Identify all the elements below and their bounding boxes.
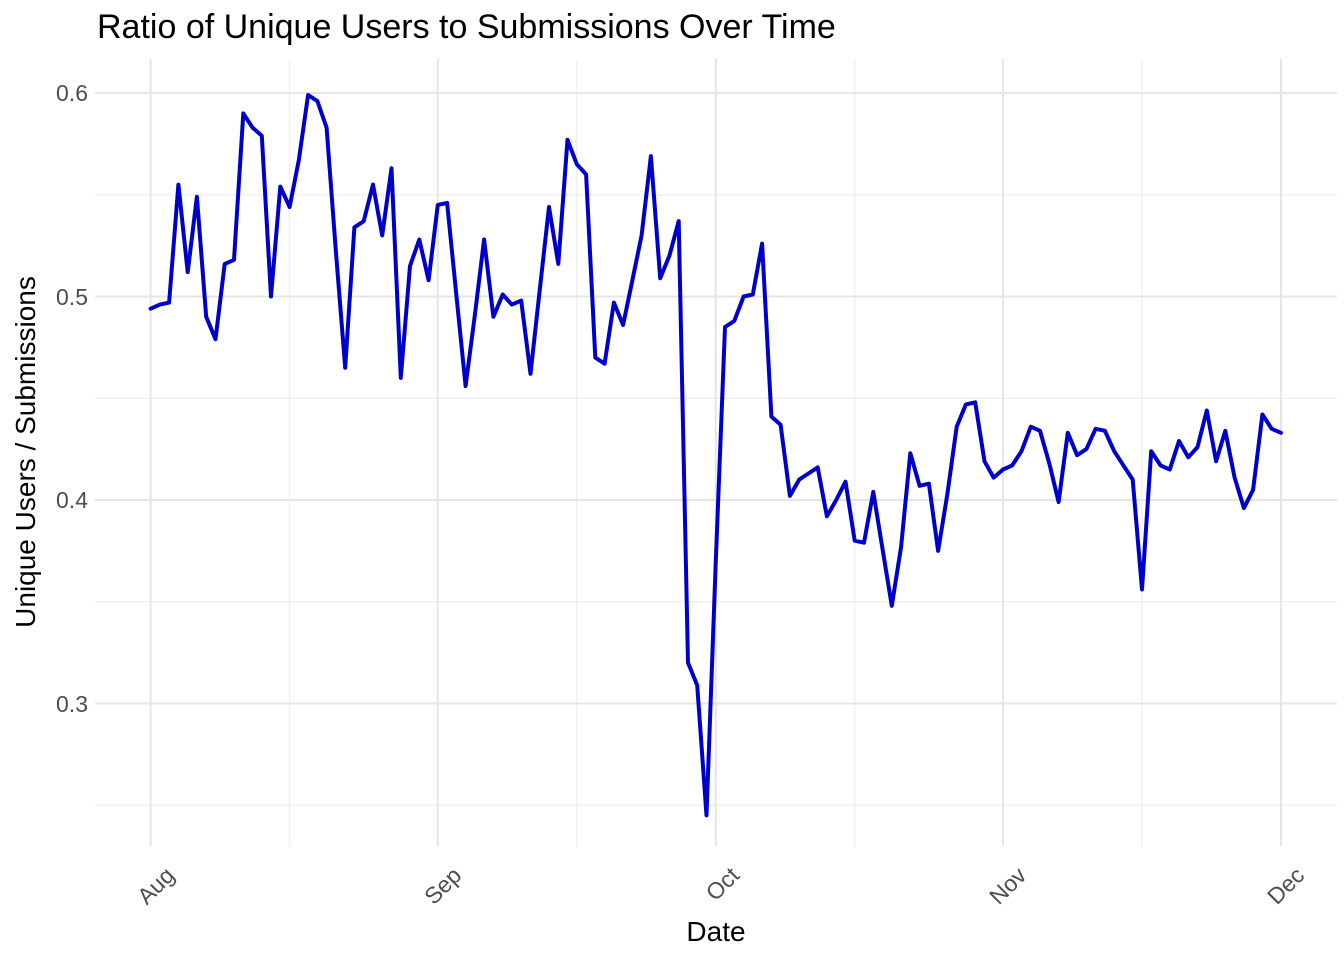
y-tick-label: 0.6 [56,80,88,106]
y-tick-label: 0.3 [56,690,88,717]
ratio-line-series [148,93,1283,818]
gridlines-major [95,59,1337,846]
y-axis-title: Unique Users / Submissions [10,276,41,628]
x-axis-title: Date [686,916,746,947]
y-tick-label: 0.4 [56,487,88,513]
chart-title: Ratio of Unique Users to Submissions Ove… [97,8,836,46]
ratio-line [148,93,1283,818]
y-tick-label: 0.5 [56,283,88,310]
